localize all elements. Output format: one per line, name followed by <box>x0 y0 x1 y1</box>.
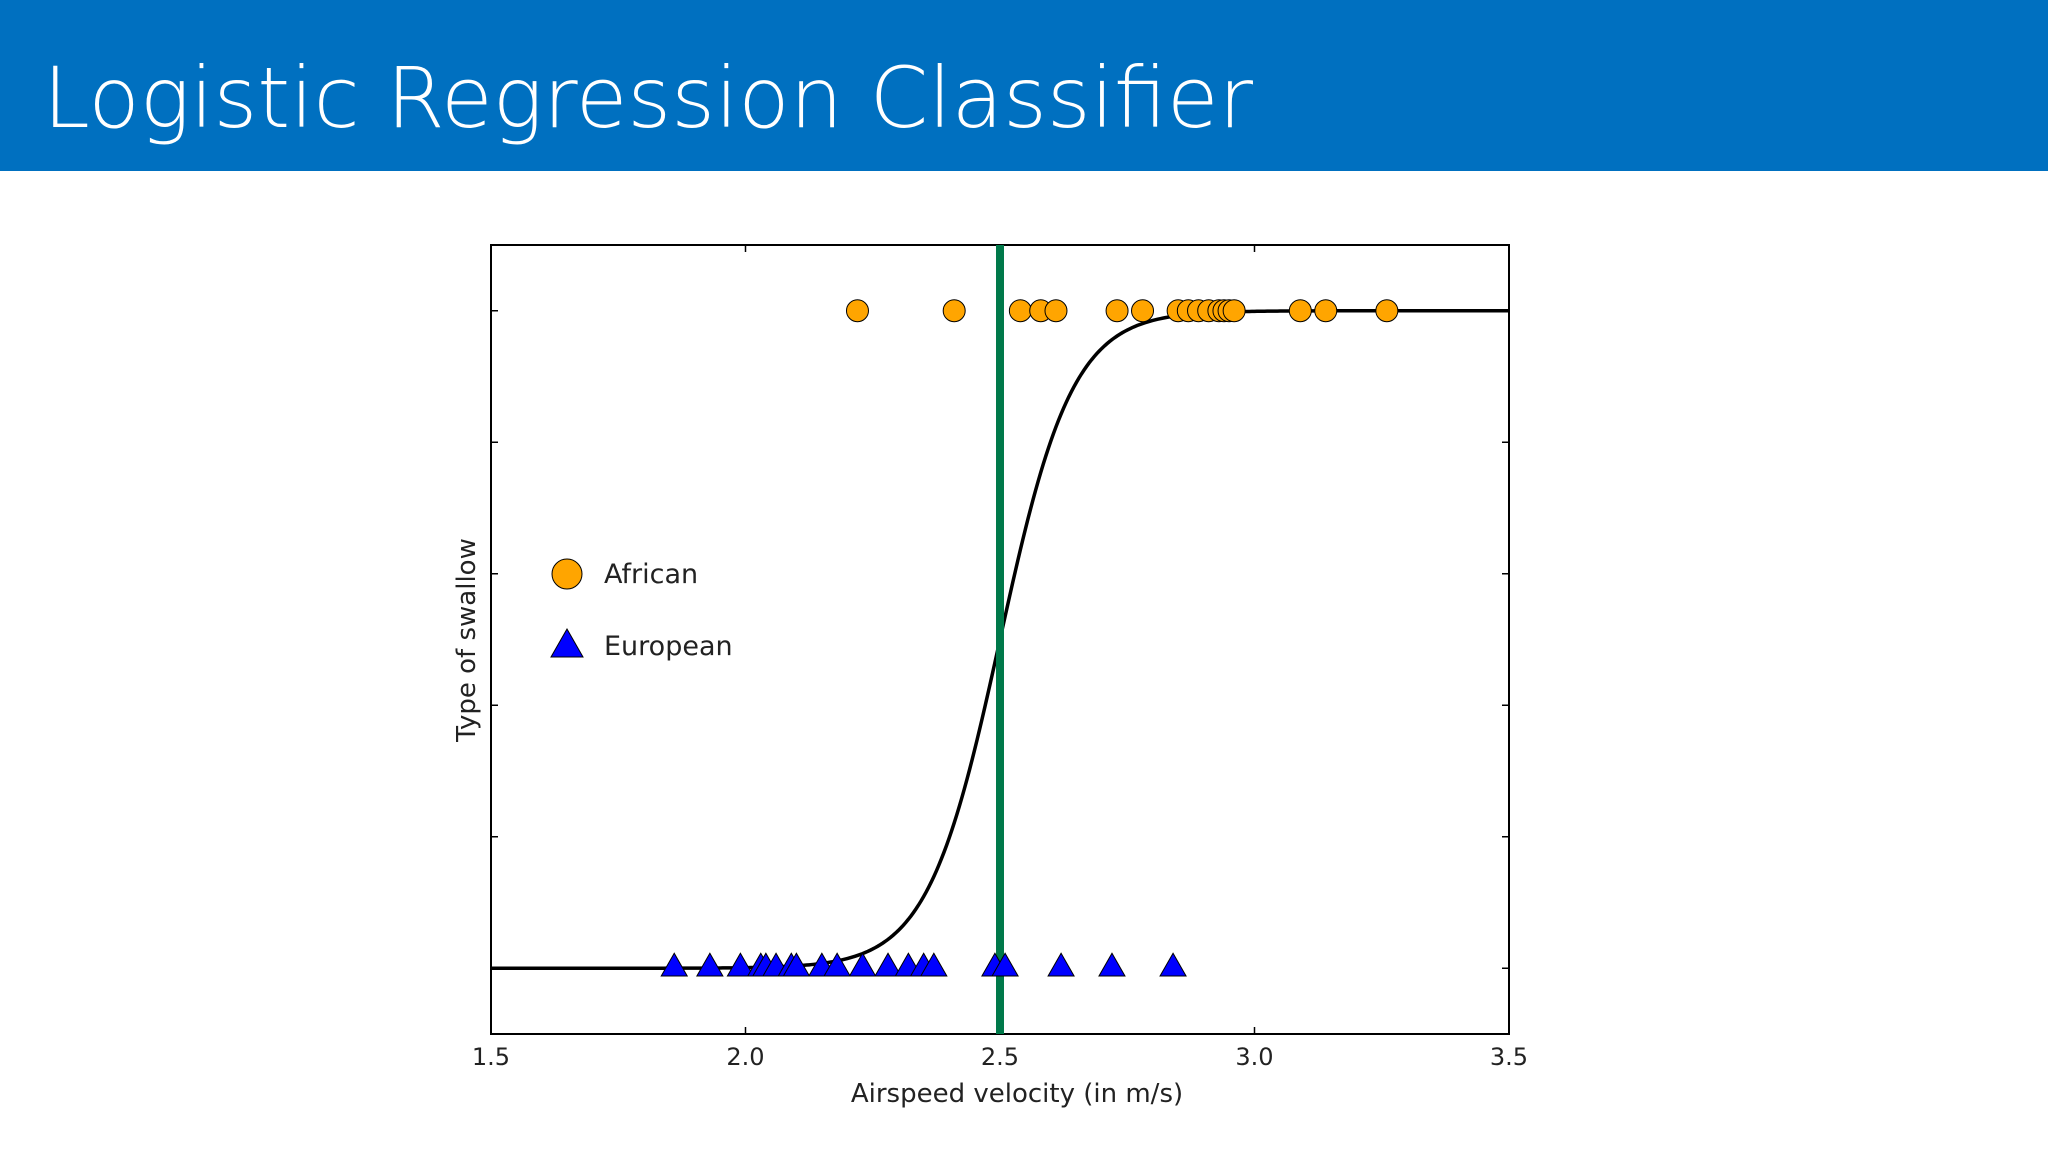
legend-european-marker <box>550 627 584 658</box>
y-axis-label: Type of swallow <box>452 538 482 743</box>
european-point <box>1159 952 1187 977</box>
european-point <box>1098 952 1126 977</box>
european-point <box>660 952 689 977</box>
european-point <box>991 952 1019 977</box>
legend-african-marker <box>551 558 583 590</box>
european-point <box>848 952 877 977</box>
african-point <box>1222 299 1246 323</box>
african-point <box>1008 299 1032 323</box>
x-tick-label: 3.0 <box>1235 1043 1273 1071</box>
european-point <box>919 952 948 977</box>
european-point <box>726 952 755 977</box>
title-bar: Logistic Regression Classifier <box>0 0 2048 171</box>
legend-african-label: African <box>604 559 698 590</box>
slide-title: Logistic Regression Classifier <box>43 49 1254 147</box>
african-point <box>1131 299 1155 323</box>
x-tick-label: 2.0 <box>726 1043 764 1071</box>
european-point <box>1047 952 1075 977</box>
african-point <box>1105 299 1129 323</box>
european-point <box>696 952 724 977</box>
european-point <box>874 952 902 977</box>
x-tick-label: 3.5 <box>1490 1043 1528 1071</box>
african-point <box>1314 299 1338 323</box>
african-point <box>1375 299 1399 323</box>
x-axis-label: Airspeed velocity (in m/s) <box>851 1079 1183 1109</box>
african-point <box>942 299 966 323</box>
european-point <box>823 952 851 977</box>
african-point <box>845 299 869 323</box>
european-point <box>782 952 811 977</box>
x-tick-label: 2.5 <box>981 1043 1019 1071</box>
legend-european-label: European <box>604 631 733 662</box>
african-point <box>1288 299 1312 323</box>
african-point <box>1044 299 1068 323</box>
x-tick-label: 1.5 <box>472 1043 510 1071</box>
